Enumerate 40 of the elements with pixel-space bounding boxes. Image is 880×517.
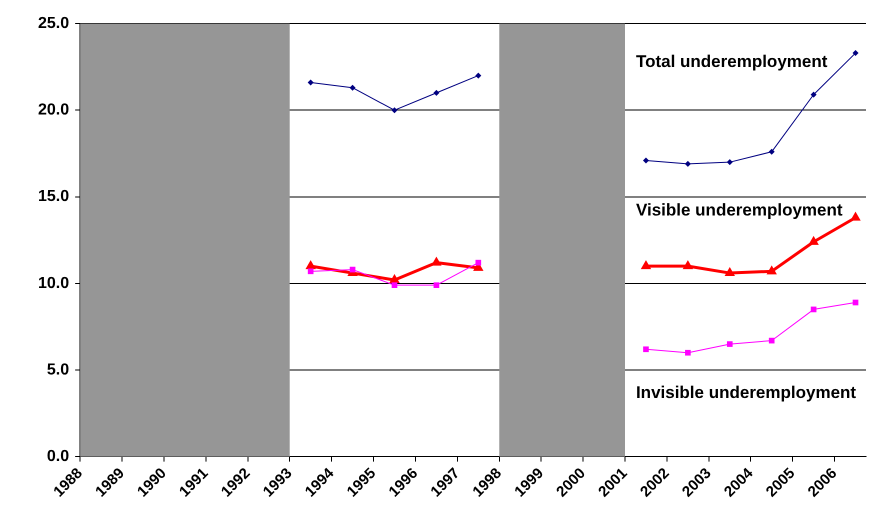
point (768, 148, 775, 155)
point (308, 268, 314, 274)
point (766, 265, 777, 274)
point (726, 159, 733, 166)
series-label: Total underemployment (636, 52, 828, 71)
point (308, 80, 314, 86)
point (389, 274, 400, 283)
point (642, 157, 649, 164)
y-tick-label: 5.0 (46, 361, 70, 378)
point (682, 260, 694, 270)
point (434, 282, 440, 288)
point (640, 260, 652, 270)
point (684, 160, 691, 167)
point (685, 350, 691, 356)
point (643, 346, 649, 352)
point (810, 92, 817, 98)
point (475, 260, 482, 266)
point (431, 256, 442, 266)
point (392, 282, 398, 288)
series-label: Invisible underemployment (636, 382, 856, 402)
point (724, 267, 735, 276)
point (850, 212, 861, 221)
point (350, 266, 356, 272)
point (391, 107, 398, 114)
point (808, 236, 819, 245)
point (726, 341, 733, 347)
y-tick-label: 10.0 (38, 274, 70, 292)
point (350, 84, 356, 91)
y-tick-label: 25.0 (38, 15, 70, 32)
point (305, 260, 316, 270)
point (475, 72, 482, 79)
point (768, 338, 775, 344)
point (433, 90, 440, 96)
point (810, 306, 816, 312)
point (852, 50, 859, 56)
series-label: Visible underemployment (636, 200, 843, 220)
y-tick-label: 0.0 (46, 448, 70, 466)
y-tick-label: 20.0 (38, 102, 70, 119)
point (852, 300, 858, 306)
y-tick-label: 15.0 (38, 188, 70, 206)
